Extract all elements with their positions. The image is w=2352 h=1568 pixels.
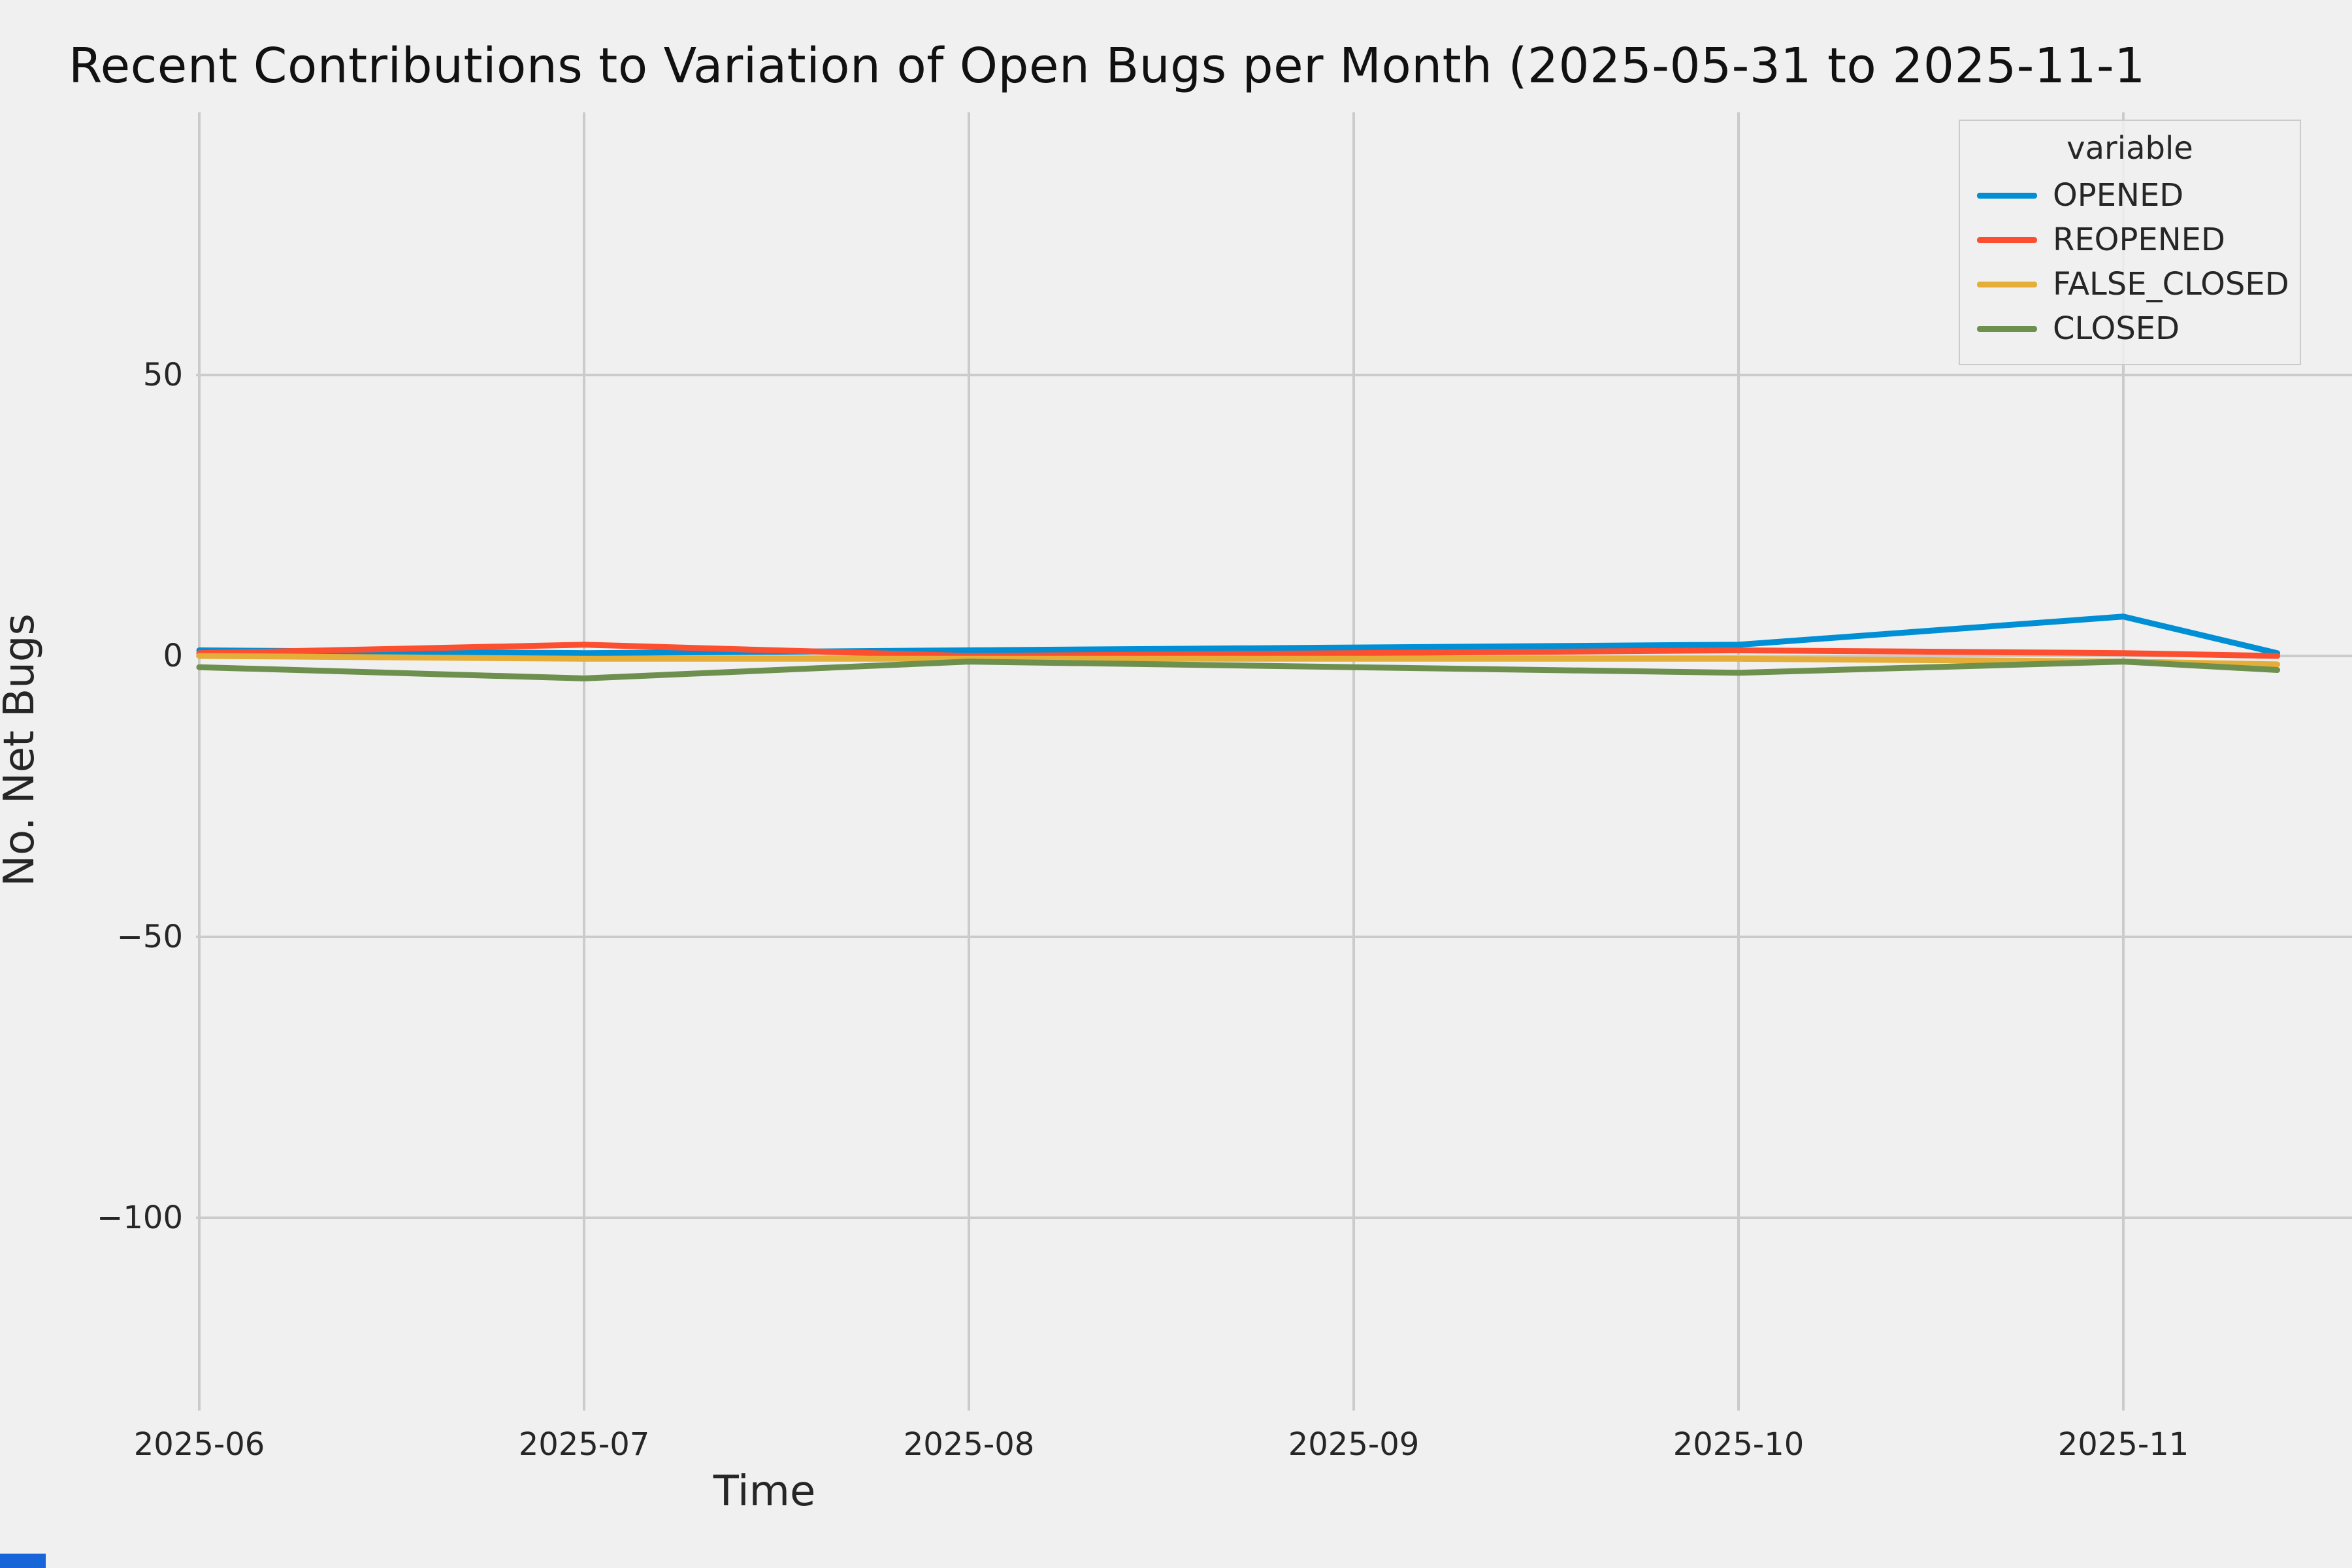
legend-row: REOPENED xyxy=(1977,218,2283,262)
y-axis-label: No. Net Bugs xyxy=(0,613,44,887)
series-line-opened xyxy=(196,613,2281,657)
y-tick-label: −100 xyxy=(97,1200,183,1236)
legend-label: FALSE_CLOSED xyxy=(2053,266,2289,302)
series-line-reopened xyxy=(196,642,2281,659)
x-axis-label: Time xyxy=(196,1467,2352,1516)
y-tick-label: 0 xyxy=(163,638,183,674)
x-tick-label: 2025-07 xyxy=(518,1426,650,1463)
legend-row: CLOSED xyxy=(1977,306,2283,351)
y-tick-label: 50 xyxy=(142,357,183,393)
legend-swatch-icon xyxy=(1977,192,2037,199)
series-line-closed xyxy=(196,659,2281,681)
legend-row: OPENED xyxy=(1977,173,2283,218)
legend-title: variable xyxy=(2066,130,2193,167)
y-tick-label: −50 xyxy=(116,919,183,955)
legend: variable OPENED REOPENED FALSE_CLOSED CLOSE… xyxy=(1959,120,2301,365)
legend-label: CLOSED xyxy=(2053,310,2180,347)
corner-blue-fragment xyxy=(0,1554,46,1568)
x-tick-label: 2025-09 xyxy=(1288,1426,1420,1463)
x-tick-label: 2025-10 xyxy=(1673,1426,1805,1463)
legend-label: REOPENED xyxy=(2053,221,2225,258)
x-tick-label: 2025-08 xyxy=(903,1426,1035,1463)
legend-row: FALSE_CLOSED xyxy=(1977,262,2289,306)
x-axis-label-text: Time xyxy=(713,1467,816,1516)
chart-title: Recent Contributions to Variation of Ope… xyxy=(69,38,2146,94)
legend-swatch-icon xyxy=(1977,237,2037,243)
legend-swatch-icon xyxy=(1977,325,2037,332)
legend-rows: OPENED REOPENED FALSE_CLOSED CLOSED xyxy=(1977,173,2289,351)
legend-swatch-icon xyxy=(1977,281,2037,287)
x-tick-label: 2025-11 xyxy=(2057,1426,2189,1463)
legend-label: OPENED xyxy=(2053,177,2184,214)
x-tick-label: 2025-06 xyxy=(133,1426,265,1463)
